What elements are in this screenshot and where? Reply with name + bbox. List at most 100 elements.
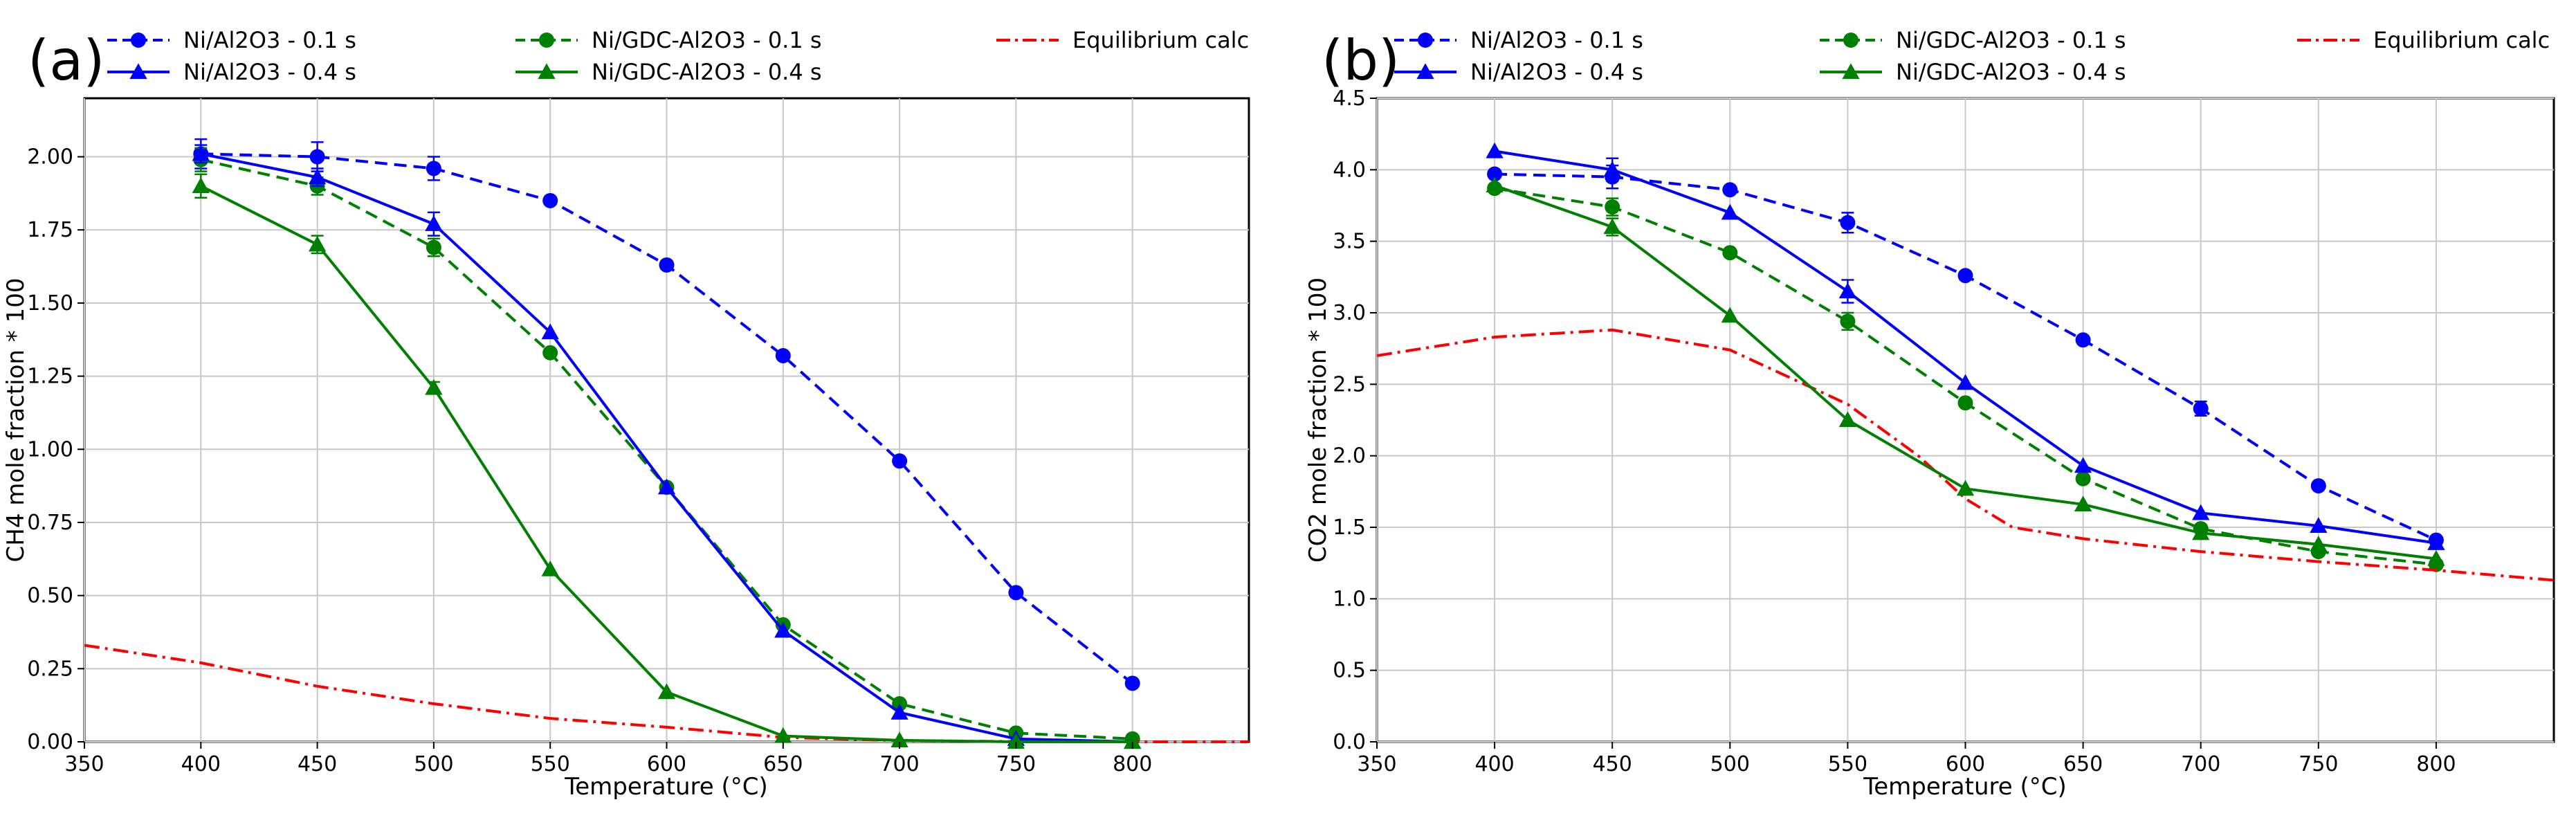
legend-label: Ni/GDC-Al2O3 - 0.4 s bbox=[1896, 59, 2126, 85]
data-point bbox=[542, 345, 558, 361]
data-point bbox=[774, 727, 792, 743]
series-layer bbox=[84, 138, 1249, 749]
data-point bbox=[1956, 374, 1975, 390]
x-tick-label: 350 bbox=[1357, 752, 1396, 776]
data-point bbox=[1124, 675, 1140, 691]
panel-b: (b) 350 400 450 500 550 600 650 700 750 800 0.0 0.5… bbox=[1304, 27, 2555, 801]
y-tick-label: 1.00 bbox=[27, 437, 73, 462]
data-point bbox=[2193, 401, 2209, 417]
y-tick-label: 0.50 bbox=[27, 584, 73, 608]
legend-marker bbox=[1418, 33, 1433, 48]
data-point bbox=[2310, 536, 2328, 552]
data-point bbox=[1722, 245, 1738, 261]
legend-label: Ni/Al2O3 - 0.4 s bbox=[1470, 59, 1643, 85]
legend: Ni/Al2O3 - 0.1 s Ni/Al2O3 - 0.4 s Ni/GDC-A… bbox=[107, 27, 1249, 85]
legend-label: Ni/Al2O3 - 0.1 s bbox=[183, 27, 356, 53]
series-equilibrium-calc bbox=[84, 644, 1249, 743]
legend: Ni/Al2O3 - 0.1 s Ni/Al2O3 - 0.4 s Ni/GDC-A… bbox=[1394, 27, 2550, 85]
y-tick-label: 0.75 bbox=[27, 511, 73, 535]
data-point bbox=[309, 149, 325, 165]
data-point bbox=[308, 168, 327, 185]
legend-marker bbox=[1843, 33, 1858, 48]
data-point bbox=[1605, 199, 1620, 215]
x-tick-label: 450 bbox=[298, 752, 337, 776]
series-line bbox=[84, 644, 1249, 743]
data-point bbox=[657, 683, 676, 700]
legend-item: Equilibrium calc bbox=[2297, 27, 2550, 53]
data-point bbox=[1486, 142, 1504, 158]
y-tick-label: 2.0 bbox=[1333, 444, 1366, 468]
data-point bbox=[1008, 585, 1024, 601]
series-equilibrium-calc bbox=[1376, 328, 2555, 582]
x-tick-label: 400 bbox=[1474, 752, 1514, 776]
y-axis-label: CO2 mole fraction * 100 bbox=[1304, 277, 1332, 563]
x-tick-label: 350 bbox=[64, 752, 104, 776]
y-tick-label: 3.0 bbox=[1333, 301, 1366, 325]
data-point bbox=[1486, 176, 1504, 193]
data-point bbox=[542, 192, 558, 208]
legend-marker bbox=[131, 33, 146, 48]
data-point bbox=[890, 731, 908, 748]
legend-marker bbox=[1842, 63, 1860, 80]
x-tick-label: 600 bbox=[647, 752, 686, 776]
data-point bbox=[1124, 733, 1142, 749]
data-point bbox=[775, 348, 791, 363]
data-point bbox=[1603, 218, 1621, 235]
x-tick-label: 600 bbox=[1946, 752, 1985, 776]
data-point bbox=[657, 478, 676, 495]
series-ni-gdc-al2o3-0-4-s bbox=[192, 173, 1142, 749]
data-point bbox=[892, 453, 908, 469]
y-tick-label: 1.75 bbox=[27, 218, 73, 242]
data-point bbox=[192, 177, 210, 193]
data-point bbox=[1603, 161, 1621, 177]
legend-label: Equilibrium calc bbox=[2373, 27, 2550, 53]
y-tick-label: 1.5 bbox=[1333, 516, 1366, 540]
x-tick-label: 400 bbox=[181, 752, 221, 776]
x-tick-label: 500 bbox=[1710, 752, 1750, 776]
data-point bbox=[2427, 534, 2445, 550]
legend-marker bbox=[538, 63, 556, 80]
y-tick-label: 1.0 bbox=[1333, 587, 1366, 611]
legend-item: Equilibrium calc bbox=[996, 27, 1249, 53]
data-point bbox=[2074, 495, 2092, 512]
x-tick-label: 750 bbox=[996, 752, 1036, 776]
data-point bbox=[426, 239, 441, 255]
data-point bbox=[1957, 395, 1973, 411]
x-tick-label: 500 bbox=[414, 752, 453, 776]
y-tick-label: 0.5 bbox=[1333, 659, 1366, 683]
data-point bbox=[1838, 411, 1857, 428]
x-tick-label: 800 bbox=[2416, 752, 2456, 776]
series-ni-gdc-al2o3-0-4-s bbox=[1486, 176, 2445, 566]
data-point bbox=[541, 323, 559, 340]
y-tick-label: 1.50 bbox=[27, 291, 73, 316]
y-tick-label: 4.0 bbox=[1333, 158, 1366, 182]
legend-item: Ni/GDC-Al2O3 - 0.4 s bbox=[1820, 59, 2126, 85]
y-tick-label: 0.00 bbox=[27, 730, 73, 754]
y-tick-label: 4.5 bbox=[1333, 86, 1366, 111]
panel-label: (a) bbox=[28, 28, 104, 93]
data-point bbox=[2075, 332, 2091, 348]
data-point bbox=[892, 696, 908, 712]
data-point bbox=[425, 379, 443, 395]
data-point bbox=[425, 215, 443, 231]
data-point bbox=[1007, 733, 1025, 749]
data-point bbox=[2074, 457, 2092, 473]
data-point bbox=[1721, 203, 1739, 220]
legend-item: Ni/Al2O3 - 0.4 s bbox=[1394, 59, 1643, 85]
legend-label: Equilibrium calc bbox=[1072, 27, 1249, 53]
x-tick-label: 550 bbox=[1828, 752, 1867, 776]
legend-label: Ni/Al2O3 - 0.4 s bbox=[183, 59, 356, 85]
legend-marker bbox=[1416, 63, 1434, 80]
y-tick-label: 3.5 bbox=[1333, 230, 1366, 254]
data-point bbox=[541, 560, 559, 576]
data-point bbox=[1956, 480, 1975, 496]
data-point bbox=[1721, 307, 1739, 323]
y-axis-label: CH4 mole fraction * 100 bbox=[2, 278, 30, 563]
panel-label: (b) bbox=[1322, 28, 1400, 93]
x-tick-label: 700 bbox=[879, 752, 919, 776]
data-point bbox=[192, 145, 210, 161]
legend-item: Ni/Al2O3 - 0.4 s bbox=[107, 59, 356, 85]
data-point bbox=[2075, 471, 2091, 486]
legend-item: Ni/GDC-Al2O3 - 0.1 s bbox=[515, 27, 822, 53]
